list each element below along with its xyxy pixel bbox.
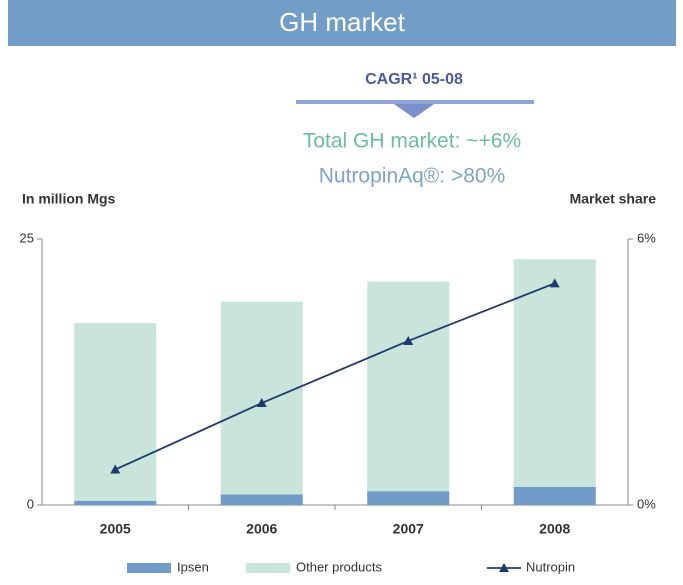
x-tick-label: 2005	[100, 521, 131, 537]
marker	[549, 278, 560, 288]
bar-segment	[513, 486, 596, 505]
bar-segment	[220, 494, 303, 505]
bar-segment	[74, 323, 157, 501]
bar-segment	[367, 491, 450, 505]
legend-swatch	[127, 563, 171, 573]
y-axis-label: In million Mgs	[22, 191, 116, 207]
y-tick-label: 25	[20, 230, 34, 245]
y-tick-label: 0	[27, 496, 34, 511]
bar-segment	[74, 500, 157, 505]
y2-tick-label: 6%	[637, 230, 656, 245]
legend-swatch	[246, 563, 290, 573]
total-annotation: Total GH market: ~+6%	[303, 130, 521, 153]
x-tick-label: 2007	[393, 521, 424, 537]
legend-label: Other products	[296, 559, 382, 574]
header-title: GH market	[279, 7, 405, 37]
marker	[110, 464, 121, 474]
line	[114, 282, 556, 471]
nutropin-annotation: NutropinAq®: >80%	[319, 165, 506, 188]
legend-marker	[499, 563, 509, 572]
cagr-title: CAGR¹ 05-08	[365, 71, 463, 88]
legend-label: Ipsen	[177, 559, 209, 574]
marker	[256, 398, 267, 408]
legend-label: Nutropin	[526, 559, 575, 574]
marker	[403, 335, 414, 345]
y2-tick-label: 0%	[637, 496, 656, 511]
x-tick-label: 2008	[539, 521, 570, 537]
y2-axis-label: Market share	[570, 191, 657, 207]
header-bar	[8, 0, 676, 46]
bar-segment	[367, 281, 450, 492]
x-tick-label: 2006	[246, 521, 277, 537]
bar-segment	[513, 259, 596, 487]
cagr-arrow	[296, 100, 534, 118]
